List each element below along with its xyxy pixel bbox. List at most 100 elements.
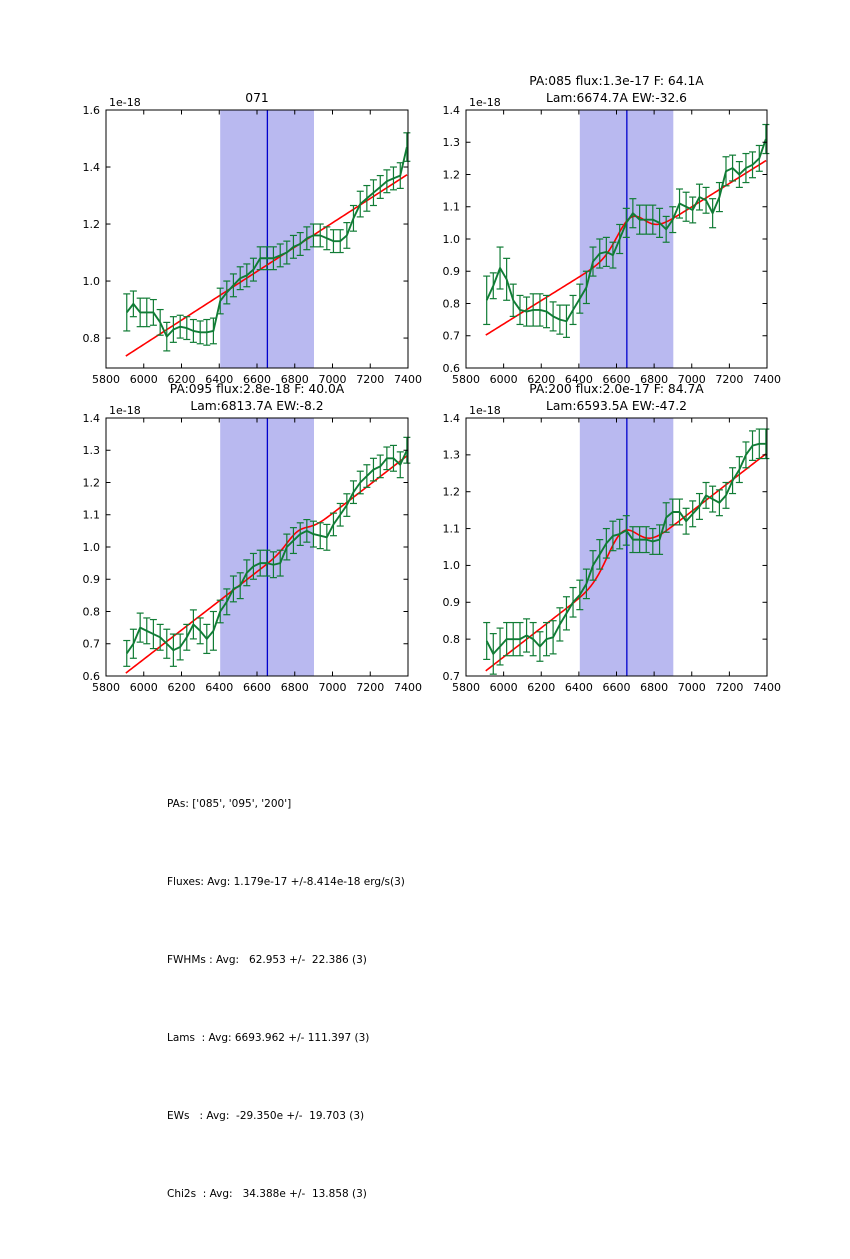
x-tick-label: 6000 <box>490 681 518 694</box>
subplot-main-071: 5800 6000 6200 6400 6600 6800 7000 7200 7400 0.8 1… <box>48 64 426 402</box>
spectrum-line <box>126 146 408 338</box>
x-tick-label: 7400 <box>753 681 781 694</box>
x-tick-label: 6600 <box>603 373 631 386</box>
x-tick-label: 6800 <box>640 373 668 386</box>
x-tick-label: 6800 <box>640 681 668 694</box>
plot-title: Lam:6593.5A EW:-47.2 <box>546 399 687 413</box>
stats-line-ews: EWs : Avg: -29.350e +/- 19.703 (3) <box>167 1110 365 1122</box>
subplot-pa-200: 5800 6000 6200 6400 6600 6800 7000 7200 7400 0.7 0… <box>408 372 785 710</box>
y-tick-label: 0.8 <box>443 633 461 646</box>
y-tick-label: 1.3 <box>443 449 461 462</box>
spectrum-plot-pa095: 5800 6000 6200 6400 6600 6800 7000 7200 7400 0.6 0… <box>83 382 423 694</box>
y-tick-label: 1.0 <box>83 541 101 554</box>
x-tick-label: 6000 <box>130 373 158 386</box>
y-tick-label: 0.9 <box>443 265 461 278</box>
x-tick-label: 6200 <box>168 681 196 694</box>
y-tick-label: 1.4 <box>443 104 461 117</box>
error-bars <box>483 428 770 675</box>
plot-title: Lam:6813.7A EW:-8.2 <box>190 399 323 413</box>
y-tick-label: 0.7 <box>443 330 461 343</box>
x-tick-label: 6400 <box>205 681 233 694</box>
x-tick-label: 7400 <box>394 681 422 694</box>
y-tick-label: 0.9 <box>83 573 101 586</box>
x-tick-label: 7400 <box>394 373 422 386</box>
tick-marks <box>105 109 409 368</box>
spectrum-plot-pa085: 5800 6000 6200 6400 6600 6800 7000 7200 7400 0.6 0… <box>443 74 782 386</box>
x-tick-label: 7400 <box>753 373 781 386</box>
x-tick-label: 6600 <box>243 373 271 386</box>
y-tick-label: 1.6 <box>83 104 101 117</box>
spectrum-line <box>485 138 767 323</box>
stats-line-fwhms: FWHMs : Avg: 62.953 +/- 22.386 (3) <box>167 954 367 966</box>
y-tick-label: 1.0 <box>83 275 101 288</box>
x-tick-label: 7200 <box>715 681 743 694</box>
axis-scale-offset-label: 1e-18 <box>469 96 501 109</box>
x-tick-label: 6400 <box>565 373 593 386</box>
x-tick-label: 7000 <box>319 681 347 694</box>
y-tick-label: 1.2 <box>83 218 101 231</box>
spectrum-line <box>485 442 766 655</box>
x-tick-label: 7200 <box>356 681 384 694</box>
x-tick-label: 7200 <box>715 373 743 386</box>
stats-line-chi2s: Chi2s : Avg: 34.388e +/- 13.858 (3) <box>167 1188 367 1200</box>
y-tick-label: 0.8 <box>83 605 101 618</box>
plot-title: PA:095 flux:2.8e-18 F: 40.0A <box>170 382 345 396</box>
y-tick-label: 1.0 <box>443 559 461 572</box>
y-tick-label: 0.7 <box>443 670 461 683</box>
y-tick-label: 1.2 <box>83 476 101 489</box>
y-tick-label: 0.9 <box>443 596 461 609</box>
y-tick-label: 0.6 <box>83 670 101 683</box>
x-tick-label: 6800 <box>281 681 309 694</box>
axis-scale-offset-label: 1e-18 <box>109 404 141 417</box>
subplot-pa-085: 5800 6000 6200 6400 6600 6800 7000 7200 7400 0.6 0… <box>408 64 785 402</box>
spectrum-line <box>125 449 408 654</box>
axis-scale-offset-label: 1e-18 <box>469 404 501 417</box>
y-tick-label: 0.8 <box>83 332 101 345</box>
x-tick-label: 6800 <box>281 373 309 386</box>
y-tick-label: 1.3 <box>83 444 101 457</box>
x-tick-label: 7000 <box>319 373 347 386</box>
x-tick-label: 6000 <box>490 373 518 386</box>
plot-title: PA:085 flux:1.3e-17 F: 64.1A <box>529 74 704 88</box>
x-tick-label: 7200 <box>356 373 384 386</box>
x-tick-label: 5800 <box>92 373 120 386</box>
x-tick-label: 6200 <box>168 373 196 386</box>
plot-title: PA:200 flux:2.0e-17 F: 84.7A <box>529 382 704 396</box>
x-tick-label: 6400 <box>565 681 593 694</box>
x-tick-label: 6400 <box>205 373 233 386</box>
x-tick-label: 6600 <box>243 681 271 694</box>
subplot-pa-095: 5800 6000 6200 6400 6600 6800 7000 7200 7400 0.6 0… <box>48 372 426 710</box>
y-tick-label: 1.0 <box>443 233 461 246</box>
stats-line-fluxes: Fluxes: Avg: 1.179e-17 +/-8.414e-18 erg/… <box>167 876 405 888</box>
tick-marks <box>105 417 409 677</box>
stats-block: PAs: ['085', '095', '200'] Fluxes: Avg: … <box>167 739 405 1259</box>
axis-scale-offset-label: 1e-18 <box>109 96 141 109</box>
tick-labels: 5800 6000 6200 6400 6600 6800 7000 7200 7400 0.6 0… <box>443 104 782 386</box>
tick-marks <box>465 417 768 677</box>
x-tick-label: 7000 <box>678 681 706 694</box>
y-tick-label: 1.4 <box>83 161 101 174</box>
x-tick-label: 5800 <box>452 681 480 694</box>
y-tick-label: 0.7 <box>83 638 101 651</box>
tick-marks <box>465 109 768 369</box>
stats-line-lams: Lams : Avg: 6693.962 +/- 111.397 (3) <box>167 1032 370 1044</box>
x-tick-label: 5800 <box>452 373 480 386</box>
y-tick-label: 1.3 <box>443 136 461 149</box>
tick-labels: 5800 6000 6200 6400 6600 6800 7000 7200 7400 0.6 0… <box>83 412 423 694</box>
y-tick-label: 0.8 <box>443 297 461 310</box>
x-tick-label: 6200 <box>527 373 555 386</box>
y-tick-label: 1.4 <box>443 412 461 425</box>
plot-title: 071 <box>245 91 268 105</box>
y-tick-label: 1.1 <box>83 509 101 522</box>
x-tick-label: 6200 <box>527 681 555 694</box>
x-tick-label: 6600 <box>603 681 631 694</box>
y-tick-label: 1.1 <box>443 522 461 535</box>
tick-labels: 5800 6000 6200 6400 6600 6800 7000 7200 7400 0.8 1… <box>83 104 423 386</box>
spectrum-plot-main: 5800 6000 6200 6400 6600 6800 7000 7200 7400 0.8 1… <box>83 91 423 386</box>
y-tick-label: 1.4 <box>83 412 101 425</box>
y-tick-label: 1.2 <box>443 486 461 499</box>
x-tick-label: 6000 <box>130 681 158 694</box>
y-tick-label: 1.2 <box>443 168 461 181</box>
tick-labels: 5800 6000 6200 6400 6600 6800 7000 7200 7400 0.7 0… <box>443 412 782 694</box>
plot-title: Lam:6674.7A EW:-32.6 <box>546 91 687 105</box>
